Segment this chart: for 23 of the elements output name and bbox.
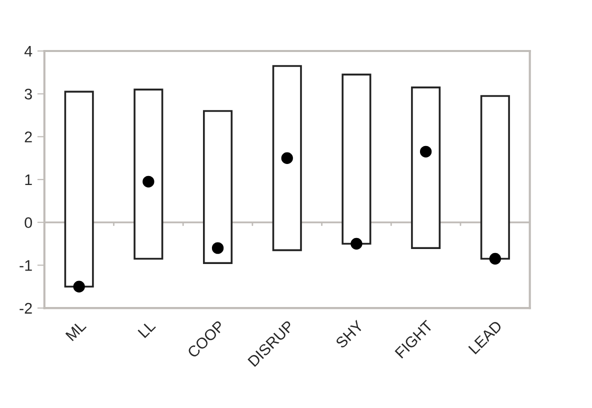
bar <box>342 74 372 245</box>
x-tick-label: LL <box>138 320 156 338</box>
y-tick-label: -1 <box>20 260 32 271</box>
point <box>73 280 85 292</box>
bar <box>202 110 233 264</box>
bar <box>411 86 441 249</box>
y-tick-label: -2 <box>20 302 32 314</box>
point <box>489 252 502 265</box>
point <box>420 146 432 158</box>
point <box>350 238 362 250</box>
y-tick-label: 1 <box>25 174 32 186</box>
y-tick-label: 3 <box>24 88 32 100</box>
bar <box>480 95 510 260</box>
bar <box>64 90 94 288</box>
point <box>212 242 224 254</box>
x-tick-label: ML <box>65 320 87 342</box>
bar <box>134 88 164 260</box>
point <box>142 176 154 188</box>
y-tick-label: 2 <box>24 132 32 142</box>
y-tick-label: 4 <box>24 46 32 57</box>
y-tick-label: 0 <box>24 217 32 228</box>
bar <box>272 65 302 252</box>
point <box>281 152 293 164</box>
